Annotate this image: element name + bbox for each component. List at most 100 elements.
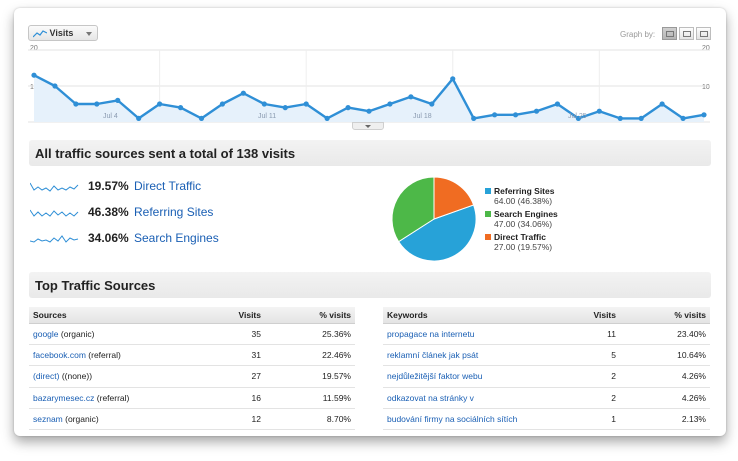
- column-header[interactable]: % visits: [620, 307, 710, 324]
- traffic-sources-pie-chart[interactable]: [389, 174, 479, 264]
- keyword-link[interactable]: odkazovat na stránky v: [387, 392, 474, 403]
- percent-cell: 10.64%: [620, 344, 710, 367]
- metric-dropdown[interactable]: Visits: [28, 25, 98, 41]
- source-cell: seznam (organic): [29, 408, 205, 431]
- visits-data-point[interactable]: [596, 108, 602, 114]
- column-header[interactable]: % visits: [265, 307, 355, 324]
- pie-slice[interactable]: [433, 176, 475, 220]
- table-row: reklamní článek jak psát 5 10.64%: [383, 344, 710, 367]
- visits-data-point[interactable]: [261, 101, 267, 107]
- visits-data-point[interactable]: [73, 101, 79, 107]
- source-link[interactable]: facebook.com: [33, 350, 86, 361]
- visits-cell: 27: [205, 365, 265, 388]
- metric-dropdown-label: Visits: [49, 28, 74, 38]
- source-link[interactable]: (direct): [33, 371, 60, 382]
- column-header[interactable]: Sources: [29, 307, 205, 324]
- visits-data-point[interactable]: [177, 105, 184, 111]
- visits-data-point[interactable]: [31, 72, 37, 78]
- y-tick-label-right: 10: [702, 84, 710, 91]
- source-medium: (referral): [85, 350, 121, 361]
- x-tick-label: Jul 25: [568, 113, 587, 120]
- table-row: facebook.com (referral) 31 22.46%: [29, 344, 355, 367]
- metric-percent: 46.38%: [88, 205, 129, 219]
- visits-data-point[interactable]: [345, 105, 351, 111]
- column-header[interactable]: Visits: [205, 307, 265, 324]
- visits-data-point[interactable]: [512, 112, 519, 118]
- visits-data-point[interactable]: [701, 112, 707, 118]
- visits-data-point[interactable]: [429, 101, 435, 107]
- table-row: nejdůležitější faktor webu 2 4.26%: [383, 365, 710, 388]
- sources-table: Sources Visits % visits google (organic)…: [29, 307, 355, 431]
- visits-data-point[interactable]: [115, 97, 121, 103]
- legend-value: 27.00 (19.57%): [494, 242, 553, 252]
- visits-data-point[interactable]: [94, 101, 100, 107]
- visits-data-point[interactable]: [533, 108, 540, 114]
- visits-data-point[interactable]: [554, 101, 561, 107]
- visits-data-point[interactable]: [157, 101, 163, 107]
- column-header[interactable]: Keywords: [383, 307, 560, 324]
- visits-data-point[interactable]: [617, 115, 623, 121]
- metric-name-link[interactable]: Search Engines: [134, 231, 219, 245]
- visits-cell: 2: [560, 387, 620, 410]
- visits-data-point[interactable]: [471, 115, 477, 121]
- visits-data-point[interactable]: [198, 115, 205, 121]
- percent-cell: 4.26%: [620, 365, 710, 388]
- table-header-row: Sources Visits % visits: [29, 307, 355, 324]
- visits-data-point[interactable]: [324, 115, 330, 121]
- column-header[interactable]: Visits: [560, 307, 620, 324]
- keyword-cell: budování firmy na sociálních sítích: [383, 408, 560, 431]
- visits-data-point[interactable]: [680, 115, 686, 121]
- visits-data-point[interactable]: [219, 101, 226, 107]
- visits-cell: 35: [205, 323, 265, 345]
- y-tick-label-right: 20: [702, 45, 710, 52]
- legend-label: Search Engines: [494, 209, 558, 219]
- visits-data-point[interactable]: [136, 115, 142, 121]
- source-cell: bazarymesec.cz (referral): [29, 387, 205, 410]
- visits-data-point[interactable]: [387, 101, 393, 107]
- graph-by-week-button[interactable]: [679, 27, 694, 40]
- keyword-link[interactable]: reklamní článek jak psát: [387, 350, 479, 361]
- visits-data-point[interactable]: [575, 115, 581, 121]
- metric-name-link[interactable]: Direct Traffic: [134, 179, 202, 193]
- top-sources-title: Top Traffic Sources: [35, 278, 156, 293]
- top-sources-header: Top Traffic Sources: [29, 272, 711, 298]
- sparkline-icon: [30, 182, 79, 192]
- source-medium: (referral): [94, 392, 130, 403]
- legend-value: 64.00 (46.38%): [494, 196, 553, 206]
- visits-data-point[interactable]: [366, 108, 372, 114]
- pie-slice[interactable]: [397, 204, 477, 262]
- percent-cell: 19.57%: [265, 365, 355, 388]
- graph-by-day-button[interactable]: [662, 27, 677, 40]
- visits-cell: 31: [205, 344, 265, 367]
- visits-cell: 12: [205, 408, 265, 431]
- percent-cell: 8.70%: [265, 408, 355, 431]
- keyword-link[interactable]: nejdůležitější faktor webu: [387, 371, 483, 382]
- y-tick-label: 20: [30, 45, 38, 52]
- metric-name-link[interactable]: Referring Sites: [134, 205, 214, 219]
- visits-data-point[interactable]: [408, 94, 414, 100]
- visits-data-point[interactable]: [52, 83, 58, 89]
- graph-by-month-button[interactable]: [696, 27, 711, 40]
- source-link[interactable]: google: [33, 328, 59, 339]
- table-row: budování firmy na sociálních sítích 1 2.…: [383, 408, 710, 431]
- visits-data-point[interactable]: [240, 90, 246, 96]
- legend-value: 47.00 (34.06%): [494, 219, 553, 229]
- visits-line-chart[interactable]: [14, 46, 726, 126]
- collapse-graph-toggle[interactable]: [352, 122, 384, 130]
- source-link[interactable]: bazarymesec.cz: [33, 392, 95, 403]
- keyword-link[interactable]: budování firmy na sociálních sítích: [387, 414, 518, 425]
- visits-data-point[interactable]: [450, 76, 456, 82]
- sparkline-icon: [30, 209, 79, 217]
- visits-data-point[interactable]: [638, 115, 644, 121]
- keyword-cell: nejdůležitější faktor webu: [383, 365, 560, 388]
- visits-data-point[interactable]: [492, 112, 498, 118]
- sparkline-icon: [30, 235, 79, 243]
- visits-data-point[interactable]: [659, 101, 665, 107]
- summary-header: All traffic sources sent a total of 138 …: [29, 140, 711, 166]
- source-link[interactable]: seznam: [33, 414, 63, 425]
- table-row: google (organic) 35 25.36%: [29, 323, 355, 345]
- pie-slice[interactable]: [391, 176, 435, 243]
- visits-data-point[interactable]: [282, 105, 288, 111]
- keyword-link[interactable]: propagace na internetu: [387, 328, 475, 339]
- visits-data-point[interactable]: [303, 101, 309, 107]
